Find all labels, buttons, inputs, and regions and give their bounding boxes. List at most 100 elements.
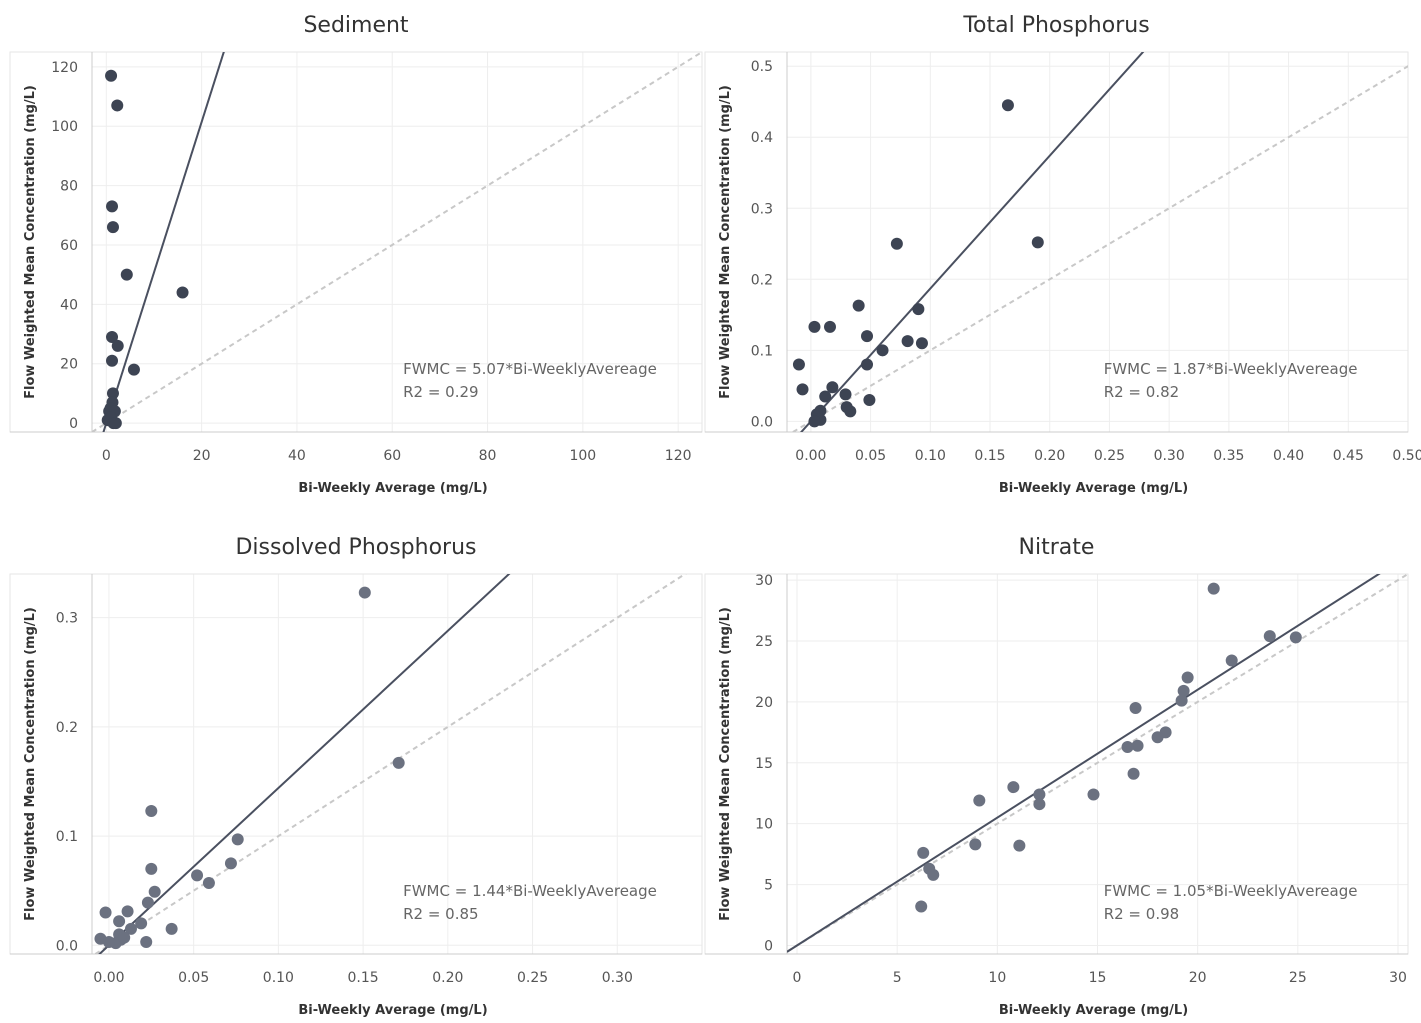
y-tick-label: 60 — [60, 238, 78, 254]
data-point — [863, 394, 876, 407]
data-point — [1181, 671, 1194, 684]
y-tick-label: 0.1 — [751, 343, 773, 359]
x-tick-label: 0.30 — [602, 970, 633, 986]
y-tick-label: 0.3 — [751, 201, 773, 217]
data-point — [145, 862, 158, 875]
y-tick-label: 40 — [60, 297, 78, 313]
fit-equation: FWMC = 1.44*Bi-WeeklyAvereage — [403, 882, 657, 900]
y-axis-label: Flow Weighted Mean Concentration (mg/L) — [718, 607, 733, 921]
y-tick-label: 0.0 — [56, 938, 78, 954]
x-tick-label: 5 — [893, 970, 902, 986]
x-tick-label: 0.30 — [1154, 448, 1185, 464]
data-point — [1151, 731, 1164, 744]
r-squared: R2 = 0.85 — [403, 905, 478, 923]
data-point — [901, 335, 914, 348]
data-point — [231, 833, 244, 846]
data-point — [915, 900, 928, 913]
chart-title: Total Phosphorus — [962, 13, 1149, 38]
x-tick-label: 0.10 — [915, 448, 946, 464]
x-tick-label: 80 — [479, 448, 497, 464]
data-point — [876, 344, 889, 357]
x-tick-label: 0.15 — [974, 448, 1005, 464]
data-point — [111, 339, 124, 352]
r-squared: R2 = 0.98 — [1104, 905, 1179, 923]
data-point — [839, 388, 852, 401]
regression-line — [102, 52, 225, 432]
r-squared: R2 = 0.29 — [403, 383, 478, 401]
x-tick-label: 0.15 — [348, 970, 379, 986]
y-axis-label: Flow Weighted Mean Concentration (mg/L) — [23, 607, 38, 921]
data-point — [358, 586, 371, 599]
y-tick-label: 10 — [755, 817, 773, 833]
y-tick-label: 0.0 — [751, 414, 773, 430]
data-point — [106, 354, 119, 367]
y-tick-label: 0.5 — [751, 59, 773, 75]
data-point — [1033, 798, 1046, 811]
data-point — [861, 330, 874, 343]
data-point — [140, 935, 153, 948]
data-point — [106, 200, 119, 213]
data-point — [102, 935, 115, 948]
data-point — [973, 794, 986, 807]
x-tick-label: 120 — [665, 448, 692, 464]
data-point — [823, 320, 836, 333]
y-tick-label: 30 — [755, 573, 773, 589]
y-axis-label: Flow Weighted Mean Concentration (mg/L) — [23, 85, 38, 399]
data-point — [1127, 767, 1140, 780]
data-point — [106, 387, 119, 400]
data-point — [1129, 701, 1142, 714]
data-point — [1031, 236, 1044, 249]
chart-panel-0: 0 20 40 60 80 100 120 0 20 40 60 80 100 120 FWMC = 5.0… — [9, 13, 703, 496]
y-tick-label: 5 — [764, 878, 773, 894]
data-point — [165, 922, 178, 935]
data-point — [1175, 694, 1188, 707]
data-point — [1225, 654, 1238, 667]
x-tick-label: 0.25 — [1094, 448, 1125, 464]
y-tick-label: 15 — [755, 756, 773, 772]
chart-title: Nitrate — [1019, 535, 1095, 560]
data-point — [99, 906, 112, 919]
data-point — [915, 337, 928, 350]
regression-line — [98, 574, 511, 954]
x-tick-label: 30 — [1389, 970, 1407, 986]
regression-line — [799, 52, 1145, 432]
data-point — [1087, 788, 1100, 801]
data-point — [202, 877, 215, 890]
data-point — [826, 381, 839, 394]
data-point — [113, 915, 126, 928]
data-point — [852, 299, 865, 312]
data-point — [796, 383, 809, 396]
data-point — [890, 237, 903, 250]
y-tick-label: 25 — [755, 634, 773, 650]
data-point — [148, 885, 161, 898]
data-point — [969, 838, 982, 851]
fit-equation: FWMC = 1.05*Bi-WeeklyAvereage — [1104, 882, 1358, 900]
y-tick-label: 0.1 — [56, 829, 78, 845]
x-tick-label: 0.05 — [178, 970, 209, 986]
data-point — [124, 922, 137, 935]
data-point — [819, 390, 832, 403]
y-tick-label: 0.3 — [56, 611, 78, 627]
data-point — [111, 99, 124, 112]
data-point — [1177, 684, 1190, 697]
chart-panel-3: 0 5 10 15 20 25 30 0 5 10 15 20 25 30 FWMC = 1.05*Bi-W… — [704, 535, 1409, 1018]
data-point — [141, 896, 154, 909]
x-tick-label: 0.00 — [93, 970, 124, 986]
y-tick-label: 0.4 — [751, 130, 773, 146]
data-point — [861, 358, 874, 371]
data-point — [927, 868, 940, 881]
fit-equation: FWMC = 1.87*Bi-WeeklyAvereage — [1104, 360, 1358, 378]
x-tick-label: 0 — [793, 970, 802, 986]
data-point — [121, 905, 134, 918]
reference-line — [787, 574, 1408, 953]
data-point — [118, 931, 131, 944]
data-point — [176, 286, 189, 299]
data-point — [1013, 839, 1026, 852]
x-tick-label: 0.00 — [795, 448, 826, 464]
chart-title: Dissolved Phosphorus — [235, 535, 476, 560]
data-point — [917, 846, 930, 859]
y-tick-label: 20 — [755, 695, 773, 711]
y-tick-label: 100 — [51, 119, 78, 135]
